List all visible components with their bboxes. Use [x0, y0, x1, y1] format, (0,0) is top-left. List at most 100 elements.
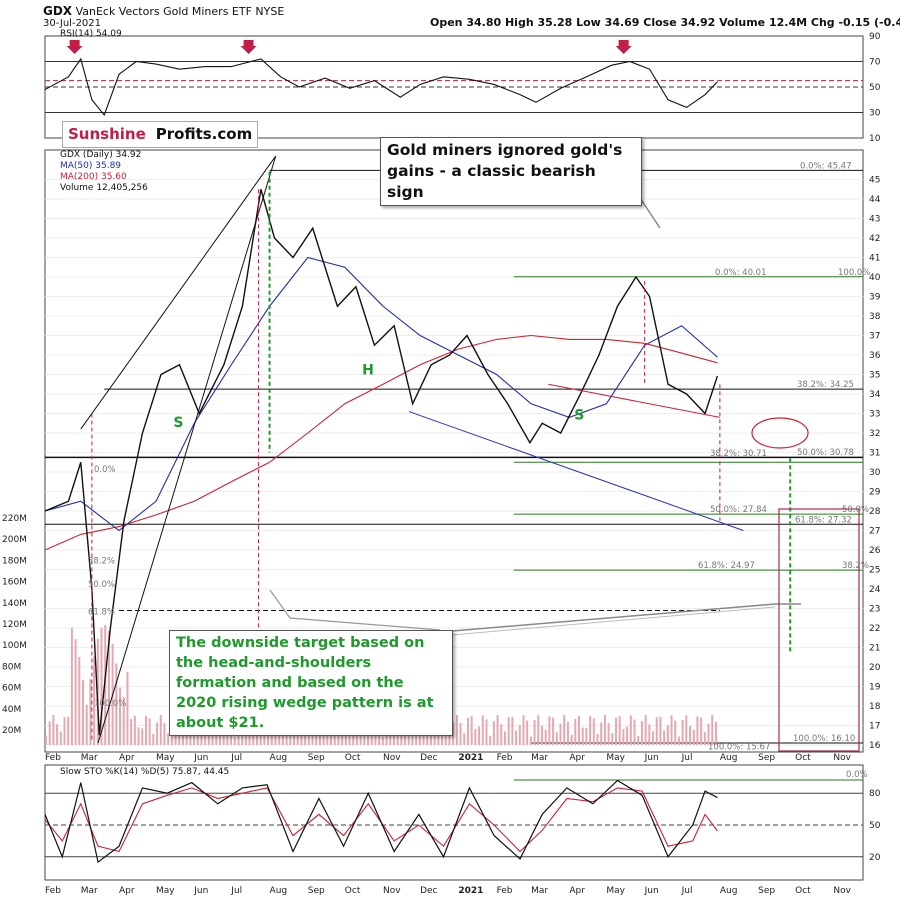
price-x-tick-label: Oct	[795, 753, 811, 763]
volume-bar	[455, 715, 458, 745]
volume-bar	[289, 728, 292, 745]
price-x-tick-label: 2021	[458, 753, 483, 763]
price-tick-label: 42	[869, 234, 880, 244]
neckline-red	[548, 383, 720, 418]
volume-tick-label: 80M	[2, 662, 21, 672]
stoch-x-tick-label: Nov	[383, 886, 401, 896]
volume-bar	[640, 721, 643, 745]
price-x-tick-label: Nov	[833, 753, 851, 763]
volume-bar	[533, 719, 536, 745]
price-x-tick-label: Apr	[119, 753, 135, 763]
series-lines	[44, 57, 719, 864]
rsi-signal-arrow	[66, 40, 83, 54]
rsi-tick-label: 30	[869, 109, 881, 119]
volume-bar	[585, 728, 588, 745]
volume-tick-label: 120M	[2, 620, 27, 630]
price-legend-volume: Volume 12,405,256	[60, 183, 148, 193]
volume-bar	[67, 716, 70, 745]
volume-bar	[607, 723, 610, 745]
volume-bar	[600, 722, 603, 745]
volume-bar	[711, 715, 714, 745]
volume-tick-label: 40M	[2, 705, 21, 715]
stoch-x-tick-label: Nov	[833, 886, 851, 896]
volume-tick-label: 220M	[2, 514, 27, 524]
price-x-tick-label: Mar	[531, 753, 548, 763]
price-x-tick-label: May	[156, 753, 175, 763]
annotation-bottom-note: The downside target based on the head-an…	[169, 630, 453, 736]
volume-bar	[474, 728, 477, 745]
volume-bar	[93, 656, 96, 745]
rsi-tick-label: 50	[869, 83, 881, 93]
volume-bar	[433, 727, 436, 745]
volume-bar	[407, 732, 410, 745]
volume-bar	[518, 725, 521, 745]
volume-bar	[259, 732, 262, 745]
volume-bar	[522, 715, 525, 745]
volume-bar	[45, 735, 47, 745]
volume-bar	[119, 687, 122, 745]
price-x-tick-label: Aug	[720, 753, 738, 763]
volume-bar	[104, 625, 107, 745]
fib-level-label: 50.0%	[88, 580, 115, 590]
volume-bar	[70, 628, 73, 745]
chart-date: 30-Jul-2021	[43, 18, 102, 29]
stoch-top-label: 0.0%	[846, 770, 868, 780]
volume-bar	[674, 720, 677, 745]
price-tick-label: 39	[869, 293, 881, 303]
price-x-tick-label: Feb	[497, 753, 513, 763]
stoch-legend-text: Slow STO %K(14) %D(5) 75.87, 44.45	[60, 767, 230, 777]
volume-bar	[148, 718, 151, 745]
price-tick-label: 45	[869, 176, 880, 186]
price-x-tick-label: Nov	[383, 753, 401, 763]
volume-bar	[115, 663, 118, 745]
volume-bar	[137, 727, 140, 745]
volume-bar	[107, 630, 110, 745]
volume-bar	[233, 736, 236, 745]
price-tick-label: 26	[869, 546, 881, 556]
stoch-x-tick-label: Oct	[345, 886, 361, 896]
pattern-label-s: S	[574, 407, 584, 423]
volume-bar	[52, 715, 55, 745]
price-tick-label: 37	[869, 332, 880, 342]
volume-bar	[570, 734, 573, 745]
volume-bar	[63, 717, 66, 745]
stoch-x-tick-label: Aug	[720, 886, 738, 896]
volume-bar	[611, 733, 614, 745]
fib-level-label: 100.0%	[94, 699, 126, 709]
annotation-marks	[66, 40, 860, 752]
volume-bar	[459, 723, 462, 745]
volume-bar	[122, 696, 125, 745]
fib-level-label: 100.0%	[838, 268, 870, 278]
quote-text: Open 34.80 High 35.28 Low 34.69 Close 34…	[430, 16, 900, 29]
price-tick-label: 40	[869, 273, 881, 283]
stoch-x-tick-label: Jun	[193, 886, 208, 896]
volume-bar	[655, 717, 658, 745]
volume-bar	[574, 718, 577, 745]
volume-bar	[59, 731, 62, 745]
volume-bar	[615, 718, 618, 745]
volume-bar	[152, 733, 155, 745]
price-tick-label: 16	[869, 741, 881, 751]
axis-labels: 1030507090161718192021222324252627282930…	[2, 32, 881, 896]
price-tick-label: 32	[869, 429, 880, 439]
volume-tick-label: 60M	[2, 684, 21, 694]
wedge-upper-line	[80, 155, 277, 430]
volume-bar	[566, 721, 569, 745]
rsi-tick-label: 90	[869, 32, 881, 42]
instrument-name: VanEck Vectors Gold Miners ETF	[75, 5, 252, 18]
wedge-lower-line	[97, 155, 277, 744]
volume-bar	[248, 729, 251, 745]
volume-bar	[141, 728, 144, 745]
price-legend-ma200: MA(200) 35.60	[60, 172, 127, 182]
price-x-tick-label: Jul	[681, 753, 693, 763]
stoch-tick-label: 80	[869, 789, 881, 799]
stoch-x-tick-label: Jul	[681, 886, 693, 896]
ma200-line	[44, 334, 718, 551]
price-tick-label: 34	[869, 390, 881, 400]
volume-bar	[685, 715, 688, 745]
logo-part-sunshine: Sunshine	[68, 125, 146, 143]
price-tick-label: 27	[869, 527, 880, 537]
fib-level-label: 38.2%	[88, 557, 115, 567]
fib-level-label: 38.2%: 30.71	[710, 449, 767, 459]
fib-level-label: 0.0%: 45.47	[800, 161, 852, 171]
